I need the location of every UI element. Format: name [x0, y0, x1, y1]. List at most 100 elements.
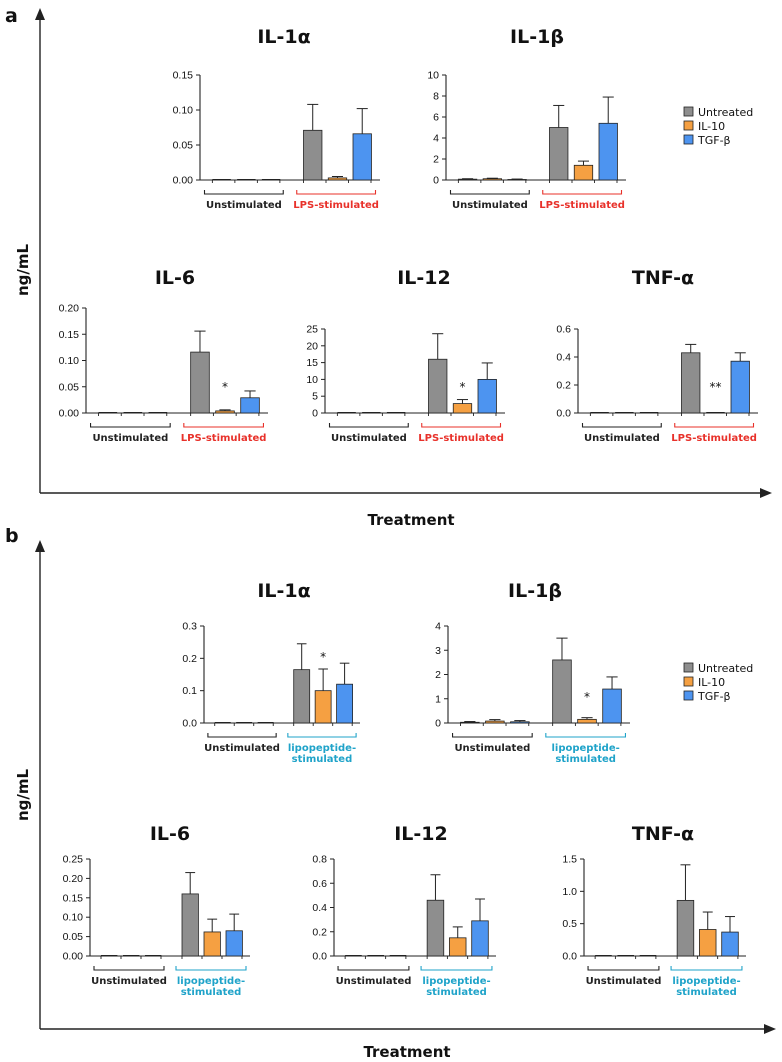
stimulated-bracket	[287, 733, 357, 738]
chart-tnf-: TNF-α 0.0 0.2 0.4 0.6 ** Unstimulated LPS-stimu…	[556, 267, 758, 444]
unstimulated-group-label: Unstimulated	[454, 743, 530, 754]
stimulated-group-label: stimulated	[555, 754, 616, 765]
chart-il-1-: IL-1β 0 1 2 3 4 * Unstimulated lipopeptide-stimu…	[435, 580, 630, 765]
stimulated-bracket	[296, 190, 377, 195]
bar	[573, 164, 594, 181]
bar	[293, 669, 311, 724]
outer-x-arrow	[760, 488, 772, 498]
stimulated-group-label: stimulated	[676, 987, 737, 998]
chart-tnf-: TNF-α 0.0 0.5 1.0 1.5 Unstimulated lipopeptide…	[562, 823, 746, 998]
unstimulated-group-label: Unstimulated	[452, 200, 528, 211]
bar	[482, 178, 502, 181]
chart-title: IL-1β	[508, 580, 562, 602]
y-tick-label: 6	[433, 112, 439, 124]
y-tick-label: 0.05	[59, 381, 80, 393]
significance-mark: *	[222, 380, 228, 394]
y-tick-label: 0.10	[63, 912, 84, 924]
y-tick-label: 0.6	[556, 324, 571, 336]
y-tick-label: 0.25	[63, 854, 84, 866]
bar	[730, 360, 750, 414]
outer-y-axis-label: ng/mL	[14, 244, 32, 297]
y-tick-label: 2	[435, 669, 441, 681]
significance-mark: *	[459, 380, 465, 394]
legend-label: Untreated	[698, 662, 753, 675]
unstimulated-group-label: Unstimulated	[331, 433, 407, 444]
y-tick-label: 0.15	[173, 70, 194, 82]
legend-swatch	[683, 676, 694, 687]
outer-y-arrow	[35, 8, 45, 20]
y-tick-label: 0.0	[182, 718, 197, 730]
bar	[507, 179, 527, 181]
bar	[577, 718, 597, 724]
bar	[485, 720, 505, 724]
chart-title: IL-1α	[257, 580, 310, 602]
unstimulated-bracket	[207, 733, 277, 738]
unstimulated-bracket	[449, 190, 530, 195]
y-tick-label: 0.2	[312, 926, 327, 938]
bar	[215, 410, 235, 414]
bar	[225, 930, 243, 957]
bar	[303, 129, 323, 181]
legend-swatch	[683, 106, 694, 117]
y-tick-label: 0.1	[182, 685, 197, 697]
y-tick-label: 1	[435, 693, 441, 705]
y-tick-label: 15	[306, 357, 318, 369]
y-tick-label: 0	[433, 175, 439, 187]
y-tick-label: 0.05	[63, 931, 84, 943]
y-tick-label: 0	[312, 408, 318, 420]
chart-title: TNF-α	[632, 267, 694, 289]
unstimulated-bracket	[587, 966, 660, 971]
bar	[681, 352, 701, 414]
stimulated-group-label: LPS-stimulated	[671, 433, 757, 444]
stimulated-group-label: LPS-stimulated	[293, 200, 379, 211]
y-tick-label: 0.8	[312, 854, 327, 866]
y-tick-label: 5	[312, 391, 318, 403]
stimulated-bracket	[183, 423, 264, 428]
legend-label: IL-10	[698, 120, 725, 133]
y-tick-label: 20	[306, 340, 318, 352]
y-tick-label: 0.4	[556, 352, 571, 364]
bar	[471, 920, 489, 957]
significance-mark: *	[320, 650, 326, 664]
y-tick-label: 0.15	[63, 892, 84, 904]
unstimulated-bracket	[452, 733, 533, 738]
bar	[426, 899, 445, 957]
y-tick-label: 0.10	[173, 105, 194, 117]
stimulated-group-label: lipopeptide-	[672, 976, 740, 987]
bar	[477, 378, 497, 414]
legend-swatch	[683, 690, 694, 701]
stimulated-group-label: stimulated	[292, 754, 353, 765]
bar	[676, 899, 695, 957]
unstimulated-bracket	[581, 423, 662, 428]
bar	[336, 683, 353, 724]
chart-title: IL-12	[394, 823, 448, 845]
stimulated-group-label: lipopeptide-	[288, 743, 356, 754]
y-tick-label: 0.0	[556, 408, 571, 420]
unstimulated-bracket	[337, 966, 410, 971]
y-tick-label: 1.0	[562, 886, 577, 898]
panel-label: b	[5, 525, 19, 547]
significance-mark: *	[584, 690, 590, 704]
stimulated-group-label: LPS-stimulated	[539, 200, 625, 211]
y-tick-label: 0.2	[556, 380, 571, 392]
legend-swatch	[683, 134, 694, 145]
unstimulated-bracket	[93, 966, 165, 971]
y-tick-label: 0.20	[59, 303, 80, 315]
y-tick-label: 0.15	[59, 329, 80, 341]
bar	[598, 122, 618, 181]
chart-title: IL-1α	[257, 26, 310, 48]
y-tick-label: 25	[306, 324, 318, 336]
y-tick-label: 10	[427, 70, 439, 82]
y-tick-label: 0.0	[562, 951, 577, 963]
bar	[460, 721, 480, 724]
stimulated-bracket	[670, 966, 743, 971]
unstimulated-group-label: Unstimulated	[586, 976, 662, 987]
chart-title: TNF-α	[632, 823, 694, 845]
bar	[510, 721, 530, 724]
legend-swatch	[683, 120, 694, 131]
bar	[602, 688, 622, 724]
chart-title: IL-1β	[510, 26, 564, 48]
outer-x-axis-label: Treatment	[367, 511, 454, 529]
